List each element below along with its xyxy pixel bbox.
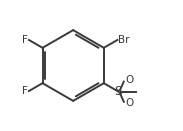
Text: S: S (115, 85, 123, 98)
Text: F: F (22, 35, 28, 45)
Text: Br: Br (118, 35, 130, 45)
Text: O: O (126, 75, 134, 85)
Text: O: O (126, 98, 134, 108)
Text: F: F (22, 86, 28, 96)
